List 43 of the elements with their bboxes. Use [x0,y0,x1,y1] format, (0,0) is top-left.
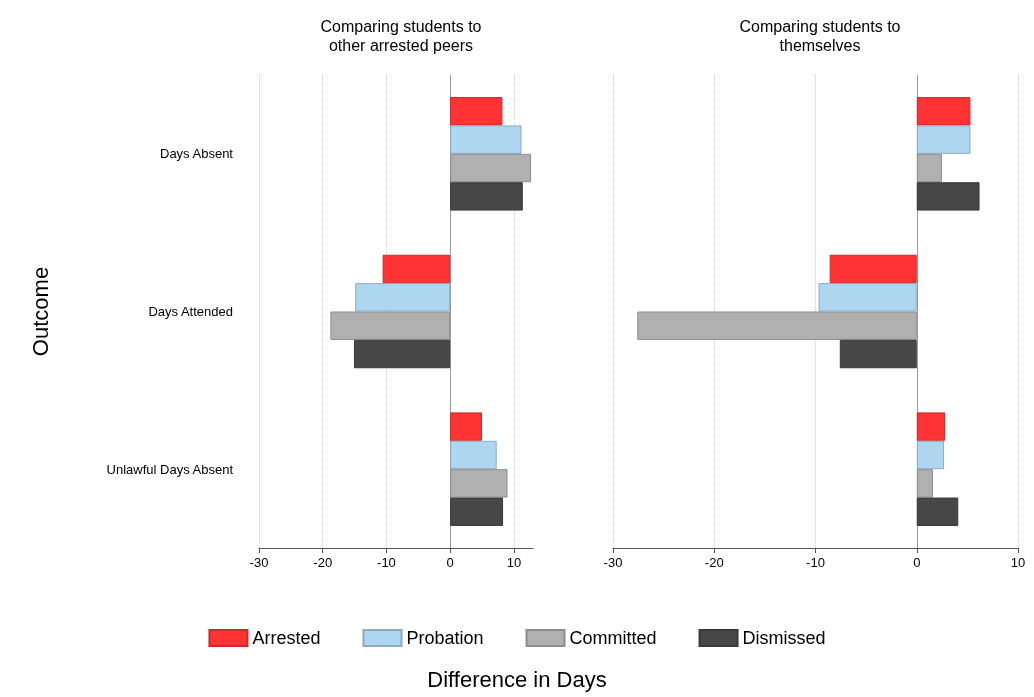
bar [450,182,523,211]
bar [916,182,980,211]
bar [916,97,971,126]
bar [450,469,508,498]
x-tick-label: -20 [704,555,724,570]
bar [382,254,451,284]
bar [916,497,959,526]
bar [450,125,522,154]
legend-label: Arrested [252,628,321,648]
bar [450,153,532,183]
x-axis-title: Difference in Days [427,666,607,692]
legend-label: Dismissed [742,628,826,648]
x-tick-label: -30 [249,555,269,570]
y-tick-label: Unlawful Days Absent [106,461,234,477]
bar [839,339,917,369]
x-tick-label: 0 [446,555,454,570]
x-tick-label: -30 [603,555,623,570]
bar [916,153,943,183]
x-tick-label: -10 [806,555,825,570]
chart-title: Comparing students to other arrested peers [320,18,482,54]
bar [353,339,451,369]
bar [916,412,946,441]
x-tick-label: 10 [506,555,522,570]
bar [450,440,497,470]
x-tick-label: 10 [1010,555,1026,570]
x-tick-label: -20 [313,555,333,570]
bar [916,469,933,498]
y-tick-label: Days Absent [160,146,234,162]
y-axis-title: Outcome [27,266,53,357]
legend-label: Committed [569,628,657,648]
bar [450,497,504,526]
bar [450,412,483,441]
legend-label: Probation [406,628,484,648]
y-tick-label: Days Attended [148,304,233,319]
bar [450,97,503,126]
bar [818,283,917,312]
bar [916,125,971,154]
x-tick-label: 0 [913,555,921,570]
bar [355,283,451,312]
chart-title: Comparing students to themselves [739,18,901,54]
x-tick-label: -10 [377,555,396,570]
bar [829,254,917,284]
bar [916,440,945,470]
